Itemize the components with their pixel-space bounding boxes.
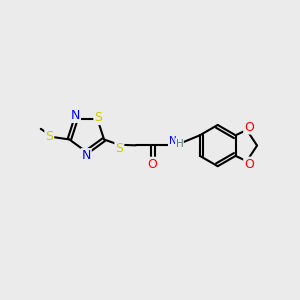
Text: S: S xyxy=(94,111,102,124)
Text: N: N xyxy=(71,109,80,122)
Text: S: S xyxy=(45,130,53,143)
Text: N: N xyxy=(169,136,176,146)
Text: O: O xyxy=(244,121,254,134)
Text: O: O xyxy=(244,158,254,171)
Text: S: S xyxy=(116,142,123,155)
Text: O: O xyxy=(147,158,157,171)
Text: N: N xyxy=(81,149,91,162)
Text: H: H xyxy=(176,139,183,148)
